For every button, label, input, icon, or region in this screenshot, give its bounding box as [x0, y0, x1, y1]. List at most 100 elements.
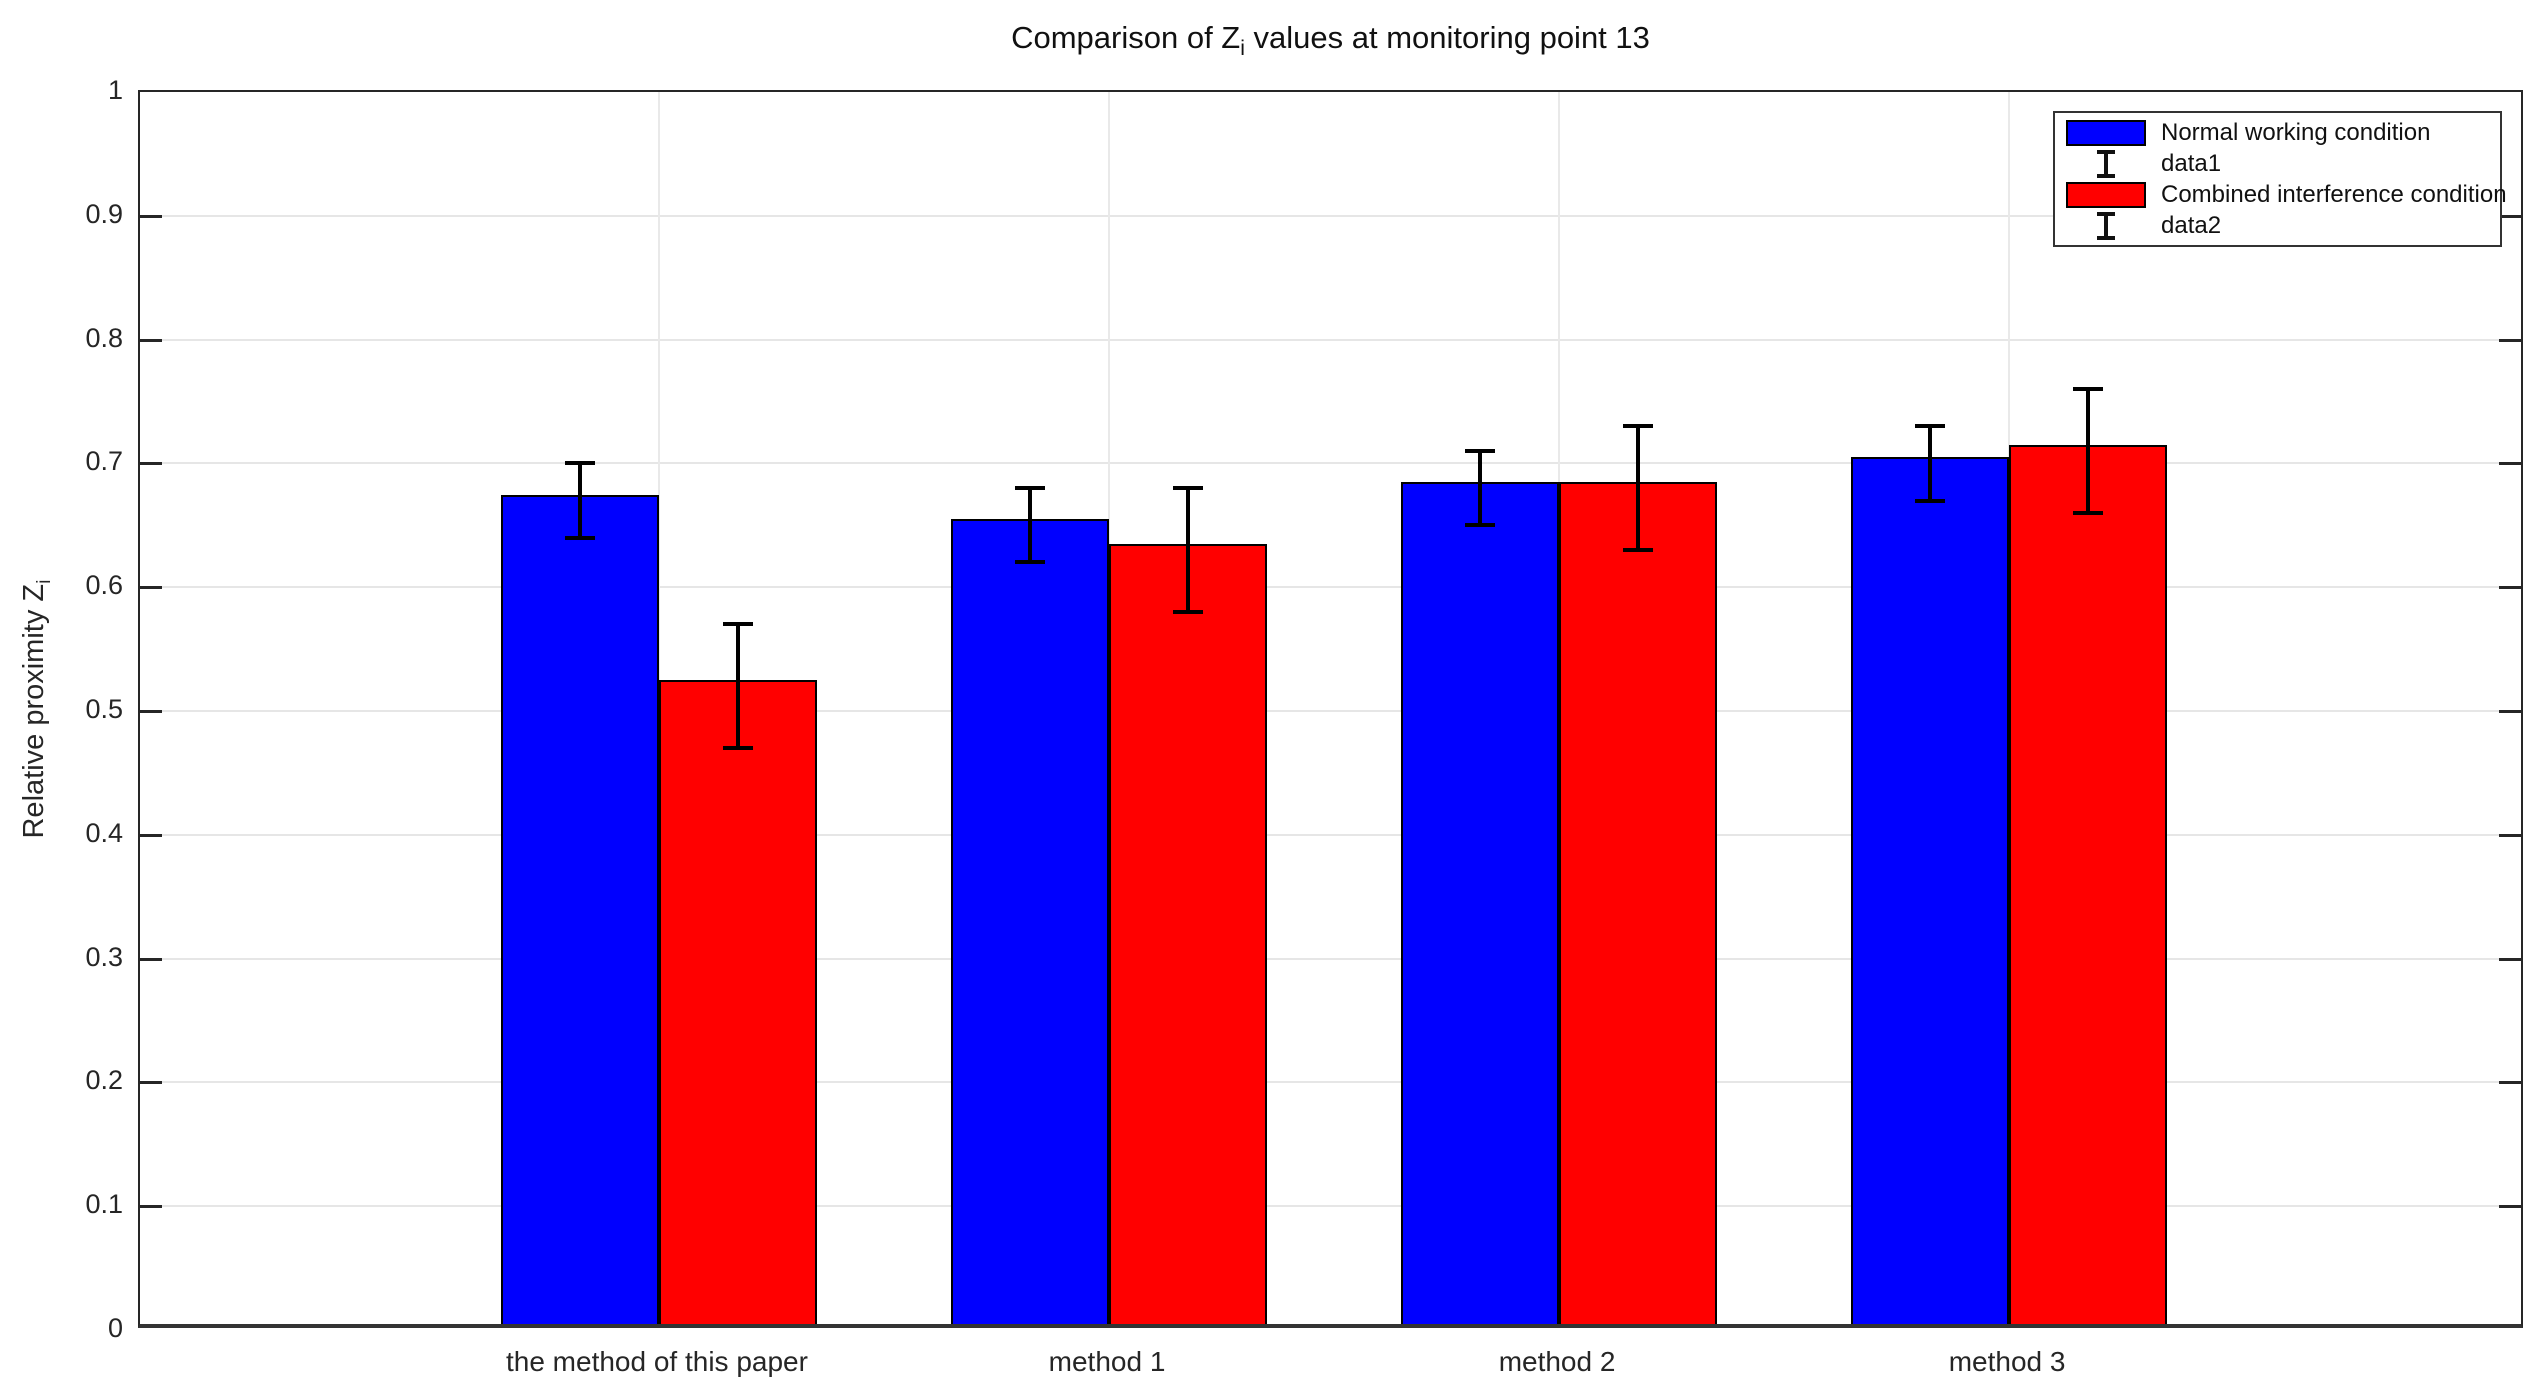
y-tick-right: [2499, 1205, 2521, 1209]
legend-icon-cell: [2055, 149, 2157, 178]
errorbar-cap-top: [2073, 387, 2104, 392]
errorbar-cap-top: [1915, 424, 1946, 429]
chart-title: Comparison of Zi values at monitoring po…: [138, 20, 2523, 61]
y-tick-label: 0.3: [85, 941, 123, 972]
errorbar-stem: [1478, 451, 1483, 526]
legend-patch-icon: [2066, 119, 2146, 146]
legend-errorbar-stem: [2104, 211, 2108, 240]
y-gridline: [140, 462, 2521, 465]
legend-patch-icon: [2066, 181, 2146, 208]
y-tick-label: 0.6: [85, 570, 123, 601]
errorbar-cap-top: [1465, 449, 1496, 454]
y-gridline: [140, 1205, 2521, 1208]
errorbar-stem: [1186, 488, 1191, 612]
errorbar-cap-bottom: [722, 746, 753, 751]
bar-interference-2: [1109, 544, 1268, 1324]
y-tick-left: [140, 833, 162, 837]
y-tick-left: [140, 710, 162, 713]
y-tick-right: [2499, 214, 2521, 218]
errorbar-cap-top: [1015, 486, 1046, 491]
legend-icon-cell: [2055, 211, 2157, 240]
plot-area: [138, 90, 2523, 1328]
errorbar-cap-top: [564, 461, 595, 466]
errorbar-stem: [735, 624, 740, 749]
x-category-label: method 2: [1498, 1346, 1616, 1377]
y-tick-label: 1: [107, 75, 123, 105]
errorbar-cap-bottom: [2073, 510, 2104, 515]
y-tick-left: [140, 957, 162, 961]
errorbar-stem: [577, 463, 582, 538]
y-tick-right: [2499, 1081, 2521, 1085]
errorbar-stem: [1028, 488, 1033, 563]
y-tick-right: [2499, 957, 2521, 961]
y-tick-left: [140, 462, 162, 466]
y-tick-left: [140, 1205, 162, 1209]
errorbar-cap-bottom: [1623, 548, 1654, 553]
y-tick-right: [2499, 462, 2521, 466]
y-tick-right: [2499, 710, 2521, 713]
legend-row: data2: [2055, 210, 2500, 241]
y-tick-left: [140, 338, 162, 342]
y-tick-left: [140, 214, 162, 218]
legend-errorbar-stem: [2104, 149, 2108, 178]
y-tick-label: 0.1: [85, 1189, 123, 1220]
y-gridline: [140, 957, 2521, 960]
errorbar-cap-bottom: [1915, 498, 1946, 503]
y-tick-left: [140, 1081, 162, 1085]
y-tick-left: [140, 586, 162, 590]
y-tick-label: 0.5: [85, 694, 123, 724]
errorbar-stem: [2086, 389, 2091, 513]
errorbar-cap-top: [722, 622, 753, 627]
y-tick-label: 0: [107, 1313, 123, 1343]
errorbar-cap-bottom: [1015, 560, 1046, 565]
legend-label: Normal working condition: [2161, 118, 2431, 146]
errorbar-cap-bottom: [1465, 523, 1496, 528]
y-tick-label: 0.2: [85, 1065, 123, 1096]
bar-interference-4: [2009, 445, 2168, 1324]
bar-interference-1: [658, 680, 817, 1324]
chart-title-subscript: i: [1240, 37, 1245, 61]
y-tick-label: 0.7: [85, 446, 123, 477]
legend-errorbar-cap-top: [2097, 149, 2115, 154]
y-tick-right: [2499, 338, 2521, 342]
bar-normal-3: [1401, 482, 1560, 1324]
legend-errorbar-cap-bottom: [2097, 235, 2115, 240]
legend-errorbar-icon: [2096, 149, 2116, 178]
legend-icon-cell: [2055, 181, 2157, 208]
bar-normal-2: [951, 519, 1110, 1324]
errorbar-cap-bottom: [564, 535, 595, 540]
y-gridline: [140, 710, 2521, 712]
bar-interference-3: [1559, 482, 1718, 1324]
errorbar-stem: [1636, 426, 1641, 551]
legend-label: data2: [2161, 211, 2222, 239]
y-gridline: [140, 338, 2521, 341]
legend-label: data1: [2161, 149, 2222, 177]
chart-title-prefix: Comparison of Z: [1011, 20, 1241, 55]
legend-label: Combined interference condition: [2161, 180, 2507, 208]
bar-normal-4: [1851, 457, 2010, 1324]
legend-errorbar-icon: [2096, 211, 2116, 240]
y-gridline: [140, 214, 2521, 217]
legend-row: Combined interference condition: [2055, 179, 2507, 210]
y-tick-label: 0.9: [85, 198, 123, 229]
y-gridline: [140, 586, 2521, 589]
y-tick-label: 0.4: [85, 817, 123, 848]
errorbar-stem: [1928, 426, 1933, 501]
legend-row: Normal working condition: [2055, 117, 2500, 148]
y-tick-right: [2499, 833, 2521, 837]
errorbar-cap-top: [1623, 424, 1654, 429]
legend-icon-cell: [2055, 119, 2157, 146]
legend-errorbar-cap-bottom: [2097, 173, 2115, 178]
chart-title-suffix: values at monitoring point 13: [1244, 20, 1650, 55]
y-tick-right: [2499, 586, 2521, 590]
x-category-label: the method of this paper: [505, 1346, 808, 1377]
errorbar-cap-top: [1173, 486, 1204, 491]
y-gridline: [140, 833, 2521, 836]
bar-normal-1: [500, 494, 659, 1324]
x-category-label: method 3: [1948, 1346, 2066, 1377]
errorbar-cap-bottom: [1173, 609, 1204, 614]
x-category-label: method 1: [1048, 1346, 1166, 1377]
legend-row: data1: [2055, 148, 2500, 179]
y-tick-label: 0.8: [85, 322, 123, 353]
